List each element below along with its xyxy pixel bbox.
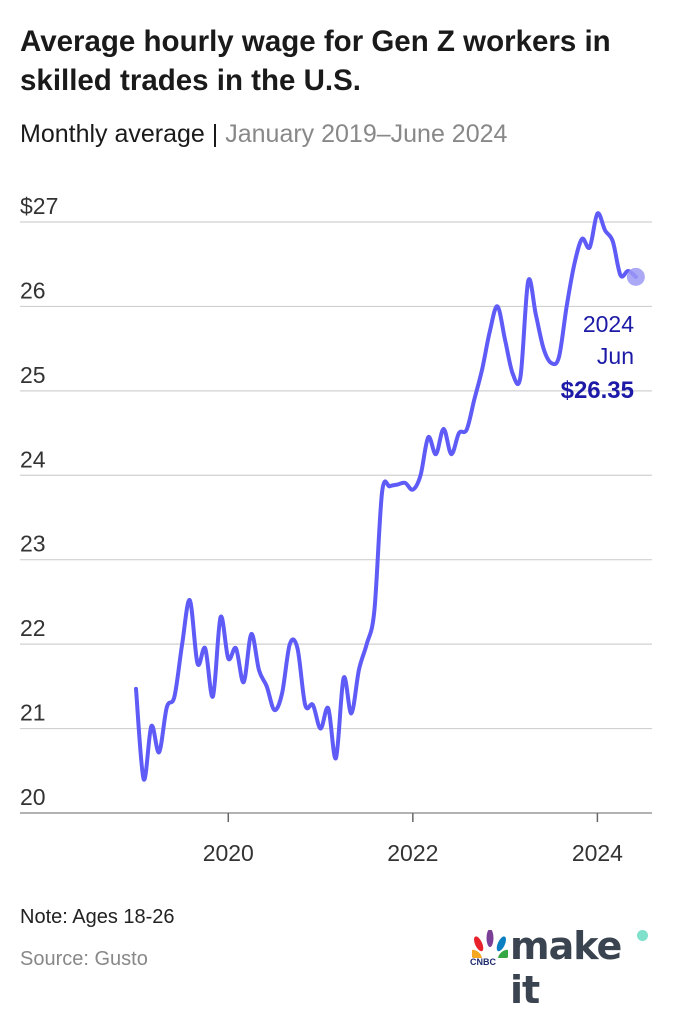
logo-network: CNBC [470,957,496,967]
chart-subtitle: Monthly average | January 2019–June 2024 [20,117,507,151]
x-tick-label: 2020 [203,840,254,866]
logo-brand: make it [510,924,622,1012]
peacock-icon [472,930,508,958]
x-ticks: 2020 2022 2024 [203,813,623,866]
y-tick-label: 21 [20,700,46,726]
cnbc-make-it-logo: CNBC make it [470,924,660,1012]
subtitle-separator: | [211,120,219,148]
annotation-value: $26.35 [561,377,634,404]
end-annotation: 2024 Jun $26.35 [561,311,635,404]
y-tick-labels: 20 21 22 23 24 25 26 $27 [20,193,58,810]
wage-line [134,211,638,782]
logo-dot-icon [637,930,648,941]
x-tick-label: 2024 [572,840,623,866]
x-tick-label: 2022 [387,840,438,866]
note: Note: Ages 18-26 [20,906,175,928]
y-tick-label: 20 [20,784,46,810]
subtitle-range: January 2019–June 2024 [225,120,508,148]
y-tick-label: $27 [20,193,58,219]
gridlines [20,221,652,814]
annotation-month: Jun [597,343,634,369]
source: Source: Gusto [20,948,148,970]
y-tick-label: 25 [20,362,46,388]
y-tick-label: 24 [20,446,46,472]
y-tick-label: 26 [20,277,46,303]
y-tick-label: 23 [20,531,46,557]
subtitle-main: Monthly average [20,120,205,148]
series [134,211,645,782]
chart-title: Average hourly wage for Gen Z workers in… [20,25,611,97]
end-point-marker [626,267,645,286]
annotation-year: 2024 [583,311,634,337]
y-tick-label: 22 [20,615,46,641]
